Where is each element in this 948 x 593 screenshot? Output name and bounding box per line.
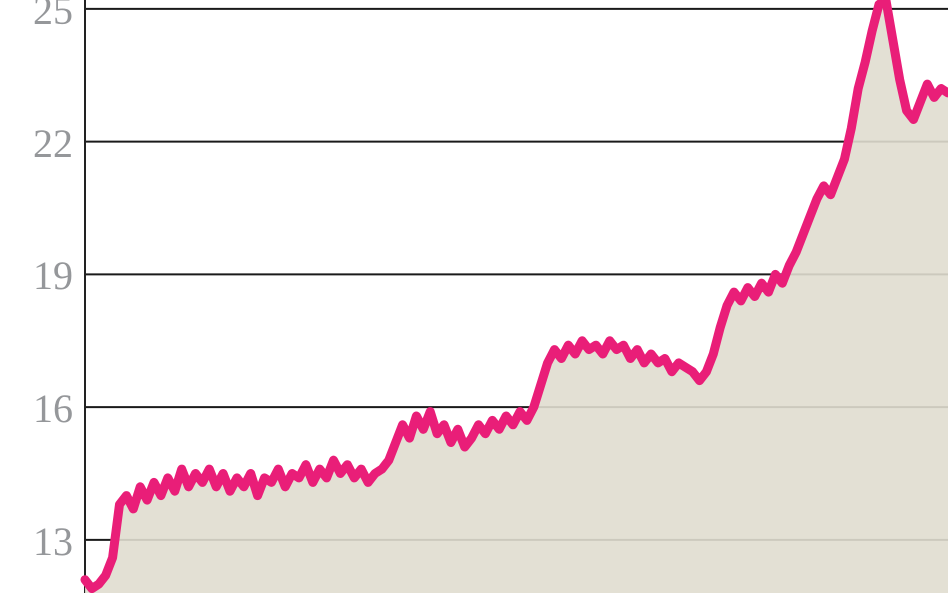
y-tick-label: 13 [0, 522, 73, 562]
y-tick-label: 25 [0, 0, 73, 31]
y-tick-label: 22 [0, 124, 73, 164]
line-chart: 13 16 19 22 25 [0, 0, 948, 593]
series-area [85, 0, 948, 593]
y-tick-label: 19 [0, 256, 73, 296]
chart-svg [0, 0, 948, 593]
y-tick-label: 16 [0, 389, 73, 429]
